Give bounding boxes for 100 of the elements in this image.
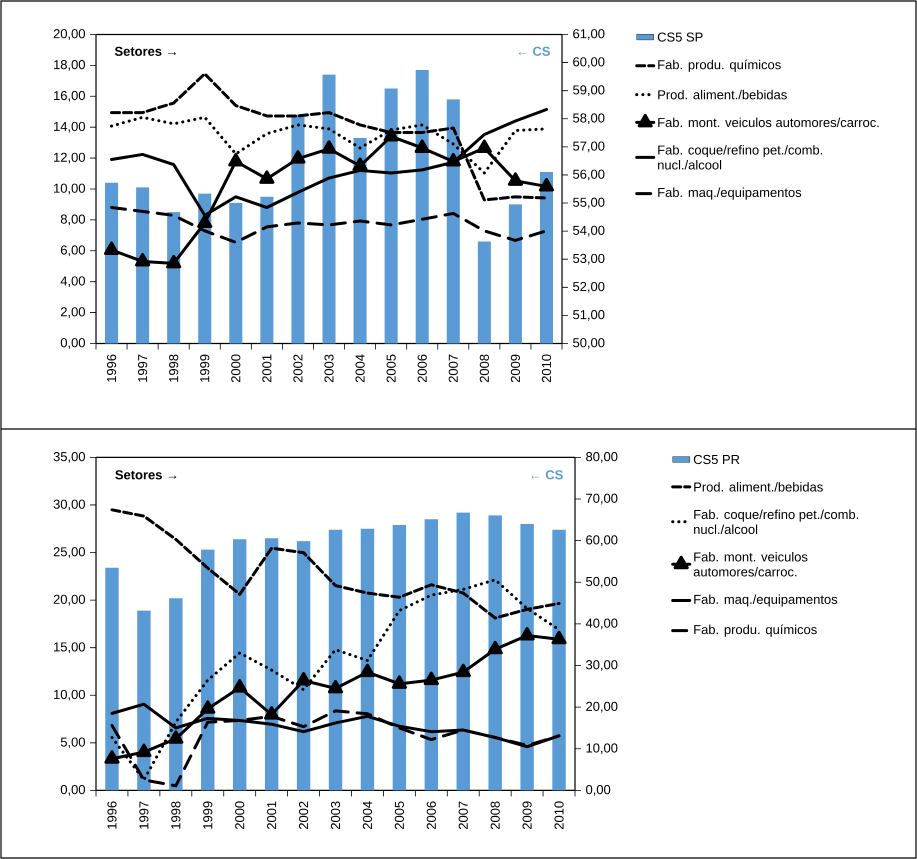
y2-tick-label: 53,00: [573, 254, 604, 265]
x-tick-label: 2008: [480, 354, 489, 382]
y2-tick-label: 20,00: [586, 702, 618, 712]
x-tick-label: 2007: [448, 354, 458, 382]
bar: [416, 70, 429, 344]
bar: [296, 541, 310, 790]
y-tick-label: 10,00: [54, 184, 85, 194]
y-tick-label: 12,00: [54, 152, 85, 164]
bar: [384, 88, 398, 344]
x-tick-label: 2010: [542, 354, 552, 382]
y-tick-label: 6,00: [60, 245, 85, 256]
y2-tick-label: 80,00: [586, 452, 618, 463]
y2-tick-label: 51,00: [573, 310, 604, 321]
bar: [520, 524, 534, 790]
bar: [488, 515, 502, 790]
bar: [105, 568, 119, 790]
point: [488, 640, 503, 654]
x-tick-label: 1999: [200, 354, 210, 382]
bar: [456, 512, 470, 790]
annotation: Setores →: [114, 46, 176, 56]
y-tick-label: 25,00: [54, 547, 85, 558]
point: [520, 627, 535, 641]
bar: [137, 610, 151, 790]
legend-label: Fab. produ. químicos: [694, 624, 817, 637]
bar: [233, 539, 246, 790]
y2-tick-label: 57,00: [573, 141, 604, 152]
x-tick-label: 2003: [330, 801, 340, 830]
point: [360, 664, 376, 678]
legend-label: Fab. maq./equipamentos: [658, 188, 802, 200]
x-tick-label: 2007: [458, 802, 468, 830]
legend-label: CS5 SP: [658, 32, 703, 42]
x-tick-label: 1996: [106, 354, 116, 382]
x-tick-label: 2004: [355, 354, 365, 382]
x-tick-label: 1997: [139, 802, 148, 829]
legend-label: CS5 PR: [694, 454, 740, 464]
x-tick-label: 2008: [490, 801, 500, 830]
point: [424, 672, 439, 686]
bar: [167, 212, 180, 344]
point: [456, 664, 471, 678]
point: [135, 252, 150, 266]
x-tick-label: 2005: [386, 354, 396, 382]
point: [200, 700, 216, 714]
bar: [201, 550, 214, 790]
x-tick-label: 2006: [426, 801, 436, 830]
legend-label: Fab. mont. veiculos automores/carroc.: [694, 552, 808, 576]
bar: [478, 242, 491, 344]
legend-label: Prod. aliment./bebidas: [694, 482, 823, 492]
y-tick-label: 5,00: [60, 737, 85, 748]
y2-tick-label: 70,00: [586, 494, 618, 504]
y-tick-label: 14,00: [54, 122, 85, 133]
annotation: ← CS: [518, 46, 550, 56]
x-tick-label: 2009: [510, 354, 520, 382]
point: [392, 675, 407, 689]
bar: [291, 114, 304, 344]
point: [104, 241, 120, 255]
y-tick-label: 2,00: [60, 307, 85, 318]
point: [476, 139, 492, 153]
point: [136, 744, 152, 758]
y-tick-label: 0,00: [60, 338, 85, 349]
bar: [392, 524, 406, 790]
bar: [424, 519, 438, 790]
x-tick-label: 1998: [169, 354, 178, 382]
y-tick-label: 20,00: [54, 29, 85, 40]
y2-tick-label: 10,00: [586, 743, 618, 754]
y2-tick-label: 50,00: [573, 338, 604, 349]
point: [384, 128, 399, 142]
y-tick-label: 30,00: [54, 500, 85, 510]
x-tick-label: 2002: [293, 354, 303, 382]
x-tick-label: 2003: [324, 354, 334, 382]
legend-label: Fab. produ. químicos: [658, 60, 781, 72]
y2-tick-label: 61,00: [573, 29, 604, 40]
y2-tick-label: 55,00: [573, 198, 604, 208]
annotation: ← CS: [531, 470, 563, 480]
x-tick-label: 2000: [231, 354, 240, 382]
y2-tick-label: 59,00: [573, 85, 604, 96]
x-tick-label: 2002: [298, 802, 308, 830]
y-tick-label: 16,00: [54, 90, 85, 102]
y2-tick-label: 60,00: [586, 535, 618, 546]
y-tick-label: 4,00: [60, 276, 85, 288]
point: [197, 214, 212, 228]
point: [328, 680, 344, 694]
point: [168, 730, 184, 744]
bar: [508, 204, 522, 344]
y2-tick-label: 50,00: [586, 576, 618, 588]
point: [264, 706, 280, 720]
point: [508, 172, 523, 186]
bar: [105, 182, 118, 344]
annotation: Setores →: [115, 470, 176, 480]
legend-label: Prod. aliment./bebidas: [658, 90, 787, 100]
y-tick-label: 20,00: [54, 594, 85, 606]
y-tick-label: 10,00: [54, 690, 85, 701]
x-tick-label: 2000: [235, 801, 244, 830]
bar: [446, 99, 460, 344]
bar: [136, 187, 150, 344]
x-tick-label: 2001: [262, 354, 272, 382]
y2-tick-label: 60,00: [573, 57, 604, 68]
y-tick-label: 35,00: [54, 452, 85, 463]
y2-tick-label: 0,00: [586, 785, 610, 796]
y-tick-label: 0,00: [60, 785, 85, 796]
bar: [552, 530, 566, 790]
